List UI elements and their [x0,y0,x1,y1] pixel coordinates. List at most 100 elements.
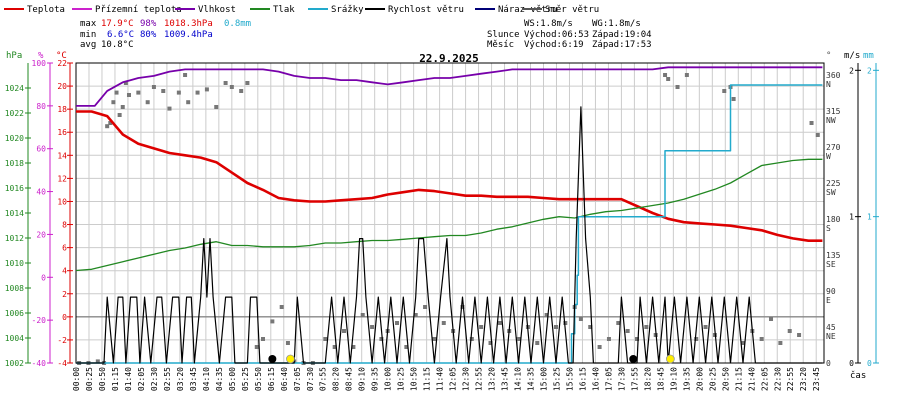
hum-tick-label: 0 [41,273,46,282]
direction-point [167,106,172,111]
stat-max-press: 1018.3hPa [164,19,213,29]
legend-label-4: Srážky [331,5,364,15]
direction-point [441,321,446,325]
sun-moon-markers [268,354,675,364]
x-tick-label: 04:35 [215,367,224,391]
direction-point [722,89,727,93]
press-tick-label: 1010 [5,259,24,268]
temp-tick-label: 4 [62,267,67,276]
x-tick-label: 21:15 [734,367,743,391]
sun-marker [286,354,295,364]
stat-min-temp: 6.6°C [107,30,134,40]
x-tick-label: 22:05 [760,367,769,391]
stat-max-hum: 98% [140,19,157,29]
x-tick-label: 17:55 [630,367,639,391]
x-tick-label: 05:25 [241,367,250,391]
stat-min-label: min [80,30,96,40]
direction-point [644,325,649,329]
moon-marker [629,355,638,363]
hum-tick-label: 80 [36,102,46,111]
direction-point [809,121,814,125]
direction-point [731,97,736,101]
direction-point [563,321,568,325]
axes: 00:00 00:25 00:50 01:15 01:40 02:05 02:30 02:55… [5,59,879,391]
series-line-temp [76,110,823,242]
direction-point [254,345,259,349]
temp-tick-label: 16 [57,128,67,137]
dir-compass-label: SW [826,188,836,197]
x-tick-label: 10:50 [410,367,419,391]
x-tick-label: 08:20 [332,367,341,391]
direction-point [214,105,219,109]
legend-label-5: Rychlost větru [388,5,464,15]
speed-unit: m/s [844,51,860,61]
x-tick-label: 23:20 [799,367,808,391]
direction-point [183,73,188,77]
x-tick-label: 09:35 [371,367,380,391]
direction-point [460,305,465,309]
direction-point [120,105,125,109]
chart-date-title: 22.9.2025 [419,52,479,65]
direction-point [332,345,337,349]
direction-point [694,337,699,341]
stat-min-press: 1009.4hPa [164,30,213,40]
direction-point [759,337,764,341]
rain-tick-label: 1 [867,213,872,222]
hum-tick-label: 40 [36,188,46,197]
dir-compass-label: NW [826,116,836,125]
direction-point [544,313,549,317]
stats-header: max 17.9°C 98% 1018.3hPa 0.8mm min 6.6°C… [80,19,652,65]
direction-point [769,317,774,321]
temp-tick-label: -4 [57,359,67,368]
x-tick-label: 20:25 [708,367,717,391]
wind-direction-points [77,73,820,365]
x-tick-label: 02:05 [137,367,146,391]
speed-tick-label: 0 [849,359,854,368]
temp-tick-label: 22 [57,59,67,68]
direction-point [432,337,437,341]
direction-point [597,345,602,349]
direction-point [261,337,265,341]
x-tick-label: 07:55 [319,367,328,391]
direction-point [379,337,384,341]
temp-tick-label: 8 [62,221,67,230]
x-tick-label: 22:30 [773,367,782,391]
press-unit: hPa [6,51,22,61]
x-tick-label: 17:05 [604,367,613,391]
direction-point [145,100,150,105]
stat-avg-temp: 10.8°C [101,40,134,50]
direction-point [270,319,275,324]
x-tick-label: 23:45 [812,367,821,391]
stat-avg-label: avg [80,40,96,50]
direction-point [323,337,328,341]
temp-tick-label: 6 [62,244,67,253]
x-tick-label: 20:00 [695,367,704,391]
wind-speed-text: WS:1.8m/s [524,19,573,29]
press-tick-label: 1016 [5,184,24,193]
direction-point [151,85,156,89]
dir-compass-label: S [826,224,831,233]
x-tick-label: 13:20 [488,367,497,391]
x-tick-label: 15:25 [552,367,561,391]
x-tick-label: 09:10 [358,367,367,391]
direction-point [516,337,521,341]
x-tick-label: 15:00 [540,367,549,391]
plot-frame [75,62,825,364]
x-tick-label: 00:50 [98,367,107,391]
legend: Teplota Přízemní teplota Vlhkost Tlak Srážky… [4,5,599,15]
temp-tick-label: -2 [57,336,67,345]
wind-gust-text: WG:1.8m/s [592,19,641,29]
stat-min-hum: 80% [140,30,157,40]
direction-point [423,305,428,309]
direction-point [395,321,400,325]
x-tick-label: 16:15 [578,367,587,391]
press-tick-label: 1004 [5,334,24,343]
x-tick-label: 04:10 [202,367,211,391]
direction-point [616,321,621,325]
direction-point [95,359,100,364]
direction-point [136,90,141,95]
direction-point [279,305,284,309]
direction-point [223,81,228,85]
temp-unit: °C [56,51,67,61]
